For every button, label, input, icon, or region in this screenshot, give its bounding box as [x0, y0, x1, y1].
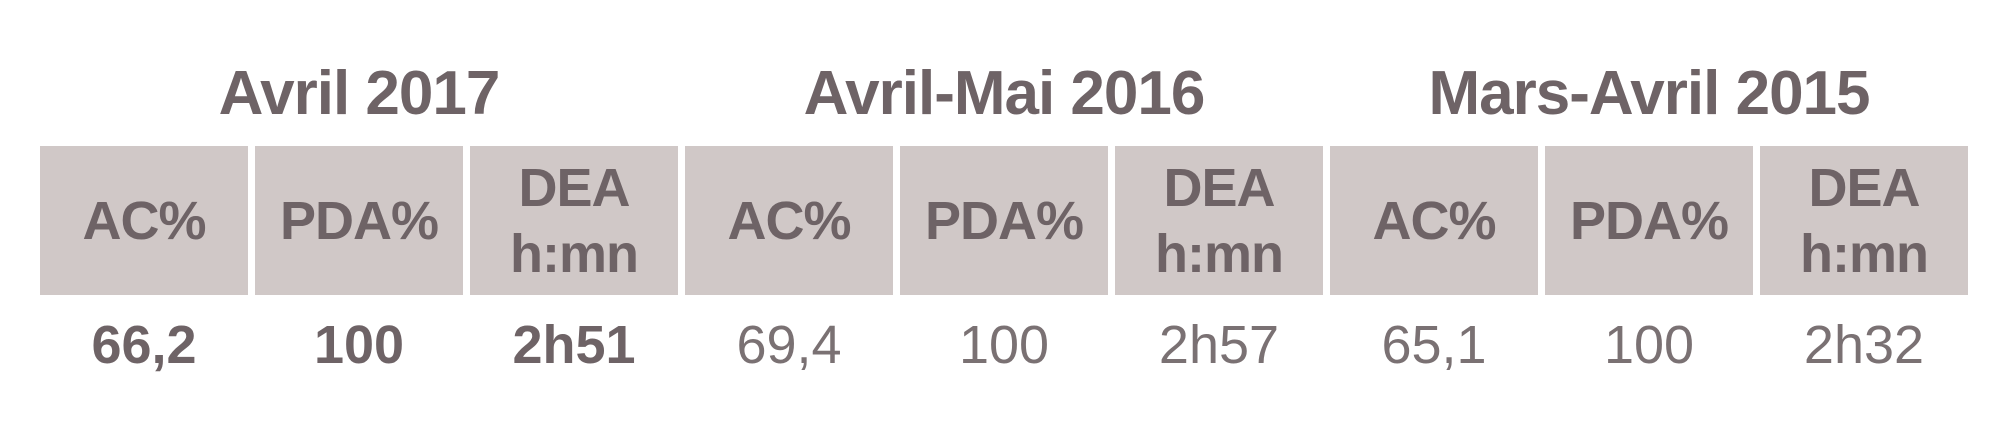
value-ac-2016: 69,4 [736, 315, 842, 375]
value-pda-2017: 100 [313, 315, 405, 375]
column-header-sublabel: h:mn [1800, 223, 1929, 284]
period-titles-row: Avril 2017 Avril-Mai 2016 Mars-Avril 201… [40, 58, 1968, 130]
value-ac-2017: 66,2 [91, 315, 197, 375]
column-header-label: PDA% [924, 190, 1084, 251]
column-header-sublabel: h:mn [510, 223, 639, 284]
column-header-pda-2017: PDA% [255, 146, 463, 295]
column-header-ac-2017: AC% [40, 146, 248, 295]
value-pda-2015: 100 [1603, 315, 1695, 375]
column-header-dea-2015: DEA h:mn [1760, 146, 1968, 295]
column-header-ac-2015: AC% [1330, 146, 1538, 295]
period-title-avril-mai-2016: Avril-Mai 2016 [803, 59, 1206, 128]
column-header-label: PDA% [1569, 190, 1729, 251]
column-header-label: DEA [1163, 157, 1275, 218]
period-title-mars-avril-2015: Mars-Avril 2015 [1428, 59, 1870, 128]
column-header-label: AC% [82, 190, 206, 251]
column-header-pda-2016: PDA% [900, 146, 1108, 295]
value-dea-2015: 2h32 [1803, 315, 1925, 375]
period-title-avril-2017: Avril 2017 [218, 59, 501, 128]
value-dea-2016: 2h57 [1158, 315, 1280, 375]
values-row: 66,2 100 2h51 69,4 100 2h57 65,1 100 2h3… [40, 295, 1968, 395]
column-header-label: AC% [727, 190, 851, 251]
value-ac-2015: 65,1 [1381, 315, 1487, 375]
column-header-dea-2017: DEA h:mn [470, 146, 678, 295]
column-header-label: PDA% [279, 190, 439, 251]
column-header-label: AC% [1372, 190, 1496, 251]
column-header-ac-2016: AC% [685, 146, 893, 295]
column-headers-row: AC% PDA% DEA h:mn AC% PDA% DEA h:mn AC% … [40, 146, 1968, 295]
column-header-label: DEA [1808, 157, 1920, 218]
column-header-sublabel: h:mn [1155, 223, 1284, 284]
column-header-pda-2015: PDA% [1545, 146, 1753, 295]
value-dea-2017: 2h51 [512, 315, 636, 375]
value-pda-2016: 100 [958, 315, 1050, 375]
column-header-dea-2016: DEA h:mn [1115, 146, 1323, 295]
column-header-label: DEA [518, 157, 630, 218]
